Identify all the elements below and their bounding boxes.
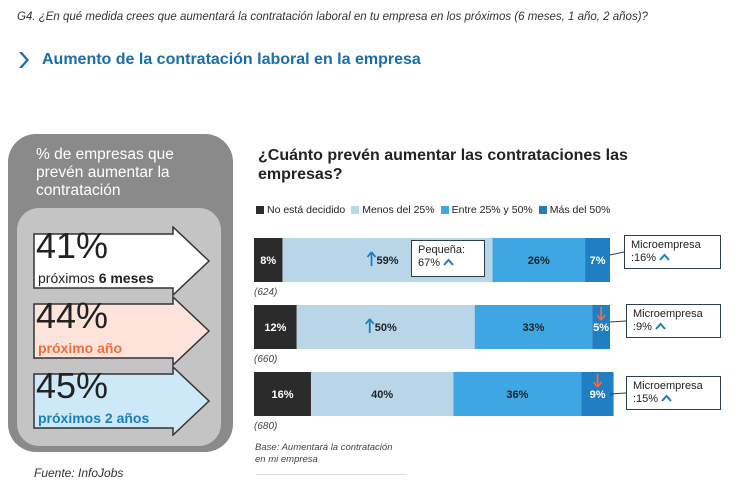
data-label: 26% xyxy=(528,255,550,267)
pct-value: 41% xyxy=(36,225,109,266)
trend-up-icon xyxy=(365,318,375,333)
trend-down-icon xyxy=(596,307,606,321)
bar-segment xyxy=(254,238,283,282)
arrow-shape-icon xyxy=(33,296,211,366)
data-label: 16% xyxy=(271,389,293,401)
arrow-card-6-meses: 41% próximos 6 meses xyxy=(30,226,213,296)
pct-value: 45% xyxy=(36,365,109,406)
base-note: Base: Aumentará la contratación en mi em… xyxy=(255,442,393,465)
chevron-up-icon xyxy=(659,253,670,261)
callout-microempresa-1a: Microempresa :9% xyxy=(626,304,721,338)
arrow-fill xyxy=(33,366,211,436)
legend-item: No está decidido xyxy=(256,204,345,216)
callout-line2: :9% xyxy=(633,321,714,334)
data-label: 59% xyxy=(376,255,398,267)
chart-title: ¿Cuánto prevén aumentar las contratacion… xyxy=(258,147,628,183)
bar-segment xyxy=(592,305,610,349)
chevron-up-icon xyxy=(655,322,666,330)
bar-segment xyxy=(585,238,610,282)
callout-connector xyxy=(609,251,625,256)
legend-item: Entre 25% y 50% xyxy=(440,204,533,216)
callout-line1: Microempresa xyxy=(631,239,701,251)
period-label: próximos 2 años xyxy=(38,410,149,426)
legend-label: No está decidido xyxy=(267,204,346,216)
data-label: 40% xyxy=(371,389,393,401)
callout-value: :9% xyxy=(633,321,652,333)
question-text: G4. ¿En qué medida crees que aumentará l… xyxy=(17,11,648,23)
legend-swatch xyxy=(256,206,264,214)
legend-swatch xyxy=(351,206,360,214)
callout-value: 67% xyxy=(418,257,441,269)
data-label: 33% xyxy=(522,322,544,334)
bar-segment xyxy=(310,372,454,416)
bar-segment xyxy=(254,372,311,416)
bar-segment xyxy=(296,305,475,349)
section-title: Aumento de la contratación laboral en la… xyxy=(42,51,421,68)
legend-swatch xyxy=(538,206,547,214)
pct-value: 44% xyxy=(36,295,109,336)
trend-up-icon xyxy=(366,251,377,266)
arrow-card-2-anos: 45% próximos 2 años xyxy=(30,366,213,436)
callout-line2: :15% xyxy=(633,393,714,406)
period-prefix: próximos xyxy=(38,270,99,286)
data-label: 50% xyxy=(375,322,397,334)
data-label: 9% xyxy=(590,389,606,401)
period-label: próximo año xyxy=(38,340,122,356)
bar-segment xyxy=(492,238,586,282)
bar-segment xyxy=(254,305,297,349)
data-label: 8% xyxy=(260,255,276,267)
callout-value: :15% xyxy=(633,393,659,405)
panel-title: % de empresas que prevén aumentar la con… xyxy=(36,146,174,199)
data-label: 5% xyxy=(593,322,609,334)
callout-line1: Microempresa xyxy=(633,380,703,392)
legend-item: Menos del 25% xyxy=(351,204,435,216)
callout-value: :16% xyxy=(631,252,657,264)
base-count: (680) xyxy=(254,421,277,432)
arrow-shape-icon xyxy=(33,226,211,296)
chevron-up-icon xyxy=(661,394,672,402)
data-label: 36% xyxy=(506,389,528,401)
legend-swatch xyxy=(440,206,449,214)
legend-item: Más del 50% xyxy=(538,204,611,216)
callout-pequena: Pequeña: 67% xyxy=(411,240,485,277)
chevron-up-icon xyxy=(443,258,454,266)
callout-microempresa-6m: Microempresa :16% xyxy=(624,235,721,269)
callout-connector xyxy=(609,320,627,323)
arrow-card-1-ano: 44% próximo año xyxy=(30,296,213,366)
base-count: (624) xyxy=(254,287,277,298)
chart-legend: No está decidido Menos del 25% Entre 25%… xyxy=(256,204,616,216)
data-label: 12% xyxy=(264,322,286,334)
callout-microempresa-2a: Microempresa :15% xyxy=(626,376,721,410)
arrow-fill xyxy=(33,226,211,296)
callout-line1: Pequeña: xyxy=(418,244,466,256)
trend-down-icon xyxy=(592,374,603,388)
callout-line2: :16% xyxy=(631,252,714,265)
callout-line1: Microempresa xyxy=(633,308,703,320)
callout-connector xyxy=(609,392,627,395)
section-header: Aumento de la contratación laboral en la… xyxy=(18,49,421,71)
period-bold: próximo año xyxy=(38,340,123,356)
source-note: Fuente: InfoJobs xyxy=(34,466,124,480)
bar-segment xyxy=(453,372,582,416)
callout-line2: 67% xyxy=(418,257,478,270)
legend-label: Menos del 25% xyxy=(362,204,435,216)
legend-label: Entre 25% y 50% xyxy=(451,204,533,216)
base-count: (660) xyxy=(254,354,277,365)
period-bold: 6 meses xyxy=(98,270,154,286)
arrow-shape-icon xyxy=(33,366,211,436)
data-label: 7% xyxy=(590,255,606,267)
legend-label: Más del 50% xyxy=(549,204,611,216)
chevron-right-icon xyxy=(19,52,29,68)
arrow-fill xyxy=(33,296,211,366)
period-bold: próximos 2 años xyxy=(38,410,150,426)
period-label: próximos 6 meses xyxy=(38,270,154,286)
divider xyxy=(256,474,406,475)
bar-segment xyxy=(474,305,593,349)
